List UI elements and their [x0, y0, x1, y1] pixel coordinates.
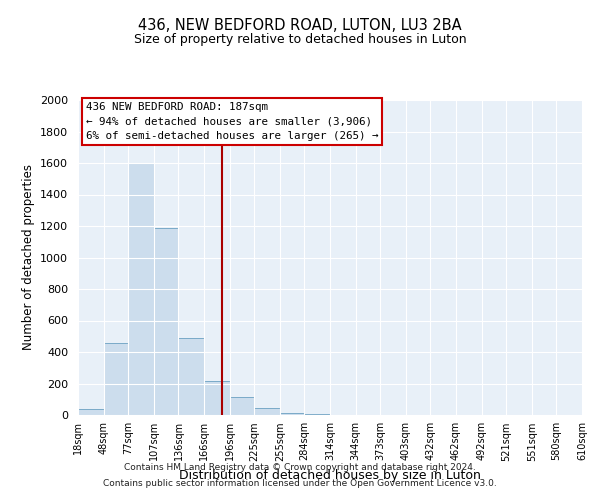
- Y-axis label: Number of detached properties: Number of detached properties: [22, 164, 35, 350]
- Bar: [254, 408, 280, 415]
- Bar: [104, 342, 128, 415]
- Bar: [154, 228, 178, 415]
- Bar: [230, 397, 254, 415]
- Bar: [280, 412, 304, 415]
- Bar: [204, 381, 230, 415]
- Bar: [128, 163, 154, 415]
- Bar: [304, 414, 330, 415]
- Text: Size of property relative to detached houses in Luton: Size of property relative to detached ho…: [134, 32, 466, 46]
- Text: Contains HM Land Registry data © Crown copyright and database right 2024.: Contains HM Land Registry data © Crown c…: [124, 464, 476, 472]
- Text: 436 NEW BEDFORD ROAD: 187sqm
← 94% of detached houses are smaller (3,906)
6% of : 436 NEW BEDFORD ROAD: 187sqm ← 94% of de…: [86, 102, 378, 141]
- Bar: [78, 408, 104, 415]
- Text: 436, NEW BEDFORD ROAD, LUTON, LU3 2BA: 436, NEW BEDFORD ROAD, LUTON, LU3 2BA: [138, 18, 462, 32]
- Bar: [178, 338, 204, 415]
- X-axis label: Distribution of detached houses by size in Luton: Distribution of detached houses by size …: [179, 469, 481, 482]
- Text: Contains public sector information licensed under the Open Government Licence v3: Contains public sector information licen…: [103, 478, 497, 488]
